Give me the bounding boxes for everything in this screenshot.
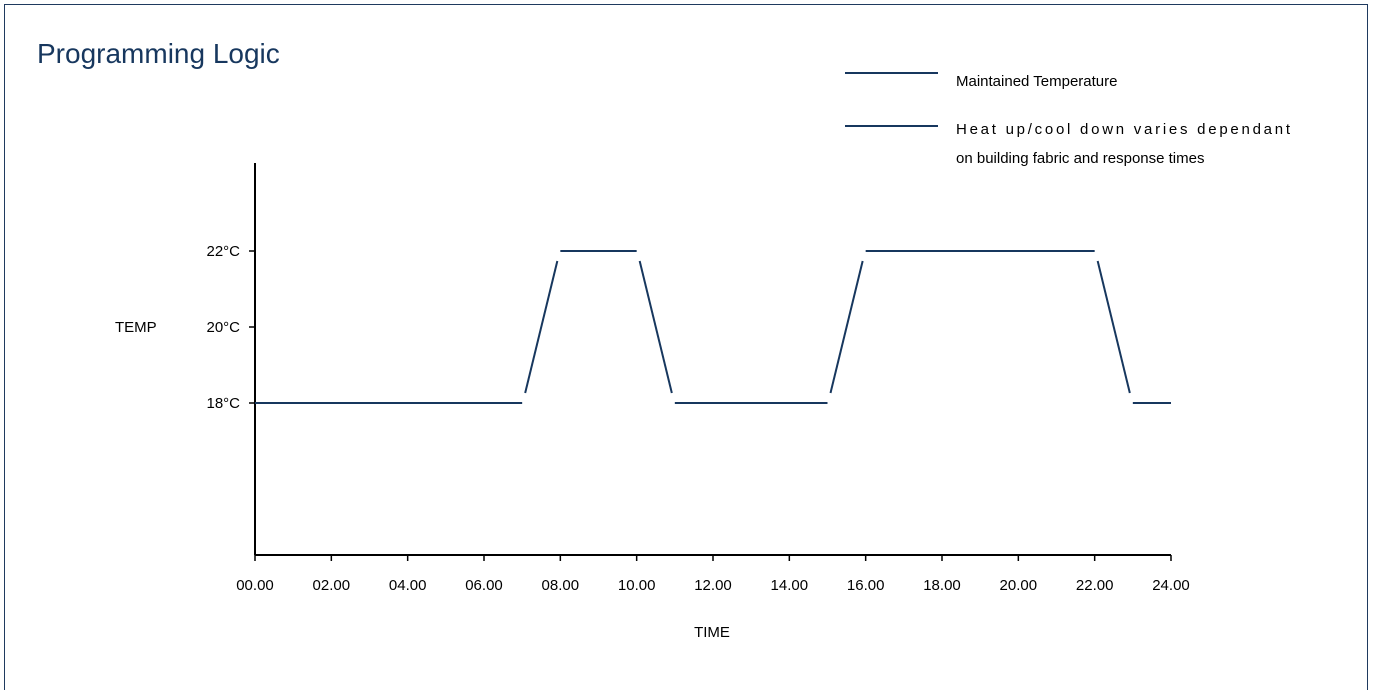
x-tick-label: 20.00 — [1000, 577, 1038, 594]
x-tick-label: 02.00 — [313, 577, 351, 594]
x-tick-label: 06.00 — [465, 577, 503, 594]
legend-label-transition-line-1: Heat up/cool down varies dependant — [956, 121, 1291, 138]
x-tick-label: 10.00 — [618, 577, 656, 594]
x-tick-label: 24.00 — [1152, 577, 1190, 594]
y-tick-label: 22°C — [206, 243, 240, 260]
x-tick-label: 16.00 — [847, 577, 885, 594]
legend-label-maintained: Maintained Temperature — [956, 73, 1117, 90]
y-tick-label: 18°C — [206, 395, 240, 412]
legend-label-transition-line-2: on building fabric and response times — [956, 150, 1204, 167]
y-tick-label: 20°C — [206, 319, 240, 336]
transition-line — [1096, 260, 1131, 394]
transition-line — [829, 260, 864, 394]
x-tick-label: 12.00 — [694, 577, 732, 594]
transition-line — [638, 260, 673, 394]
x-tick-label: 08.00 — [542, 577, 580, 594]
x-tick-label: 04.00 — [389, 577, 427, 594]
chart-title: Programming Logic — [37, 38, 280, 69]
x-tick-label: 00.00 — [236, 577, 274, 594]
chart-frame — [4, 4, 1368, 690]
transition-line — [524, 260, 559, 394]
y-axis-label: TEMP — [115, 319, 157, 336]
x-tick-label: 18.00 — [923, 577, 961, 594]
x-axis-label: TIME — [694, 624, 730, 641]
x-tick-label: 22.00 — [1076, 577, 1114, 594]
x-tick-label: 14.00 — [771, 577, 809, 594]
